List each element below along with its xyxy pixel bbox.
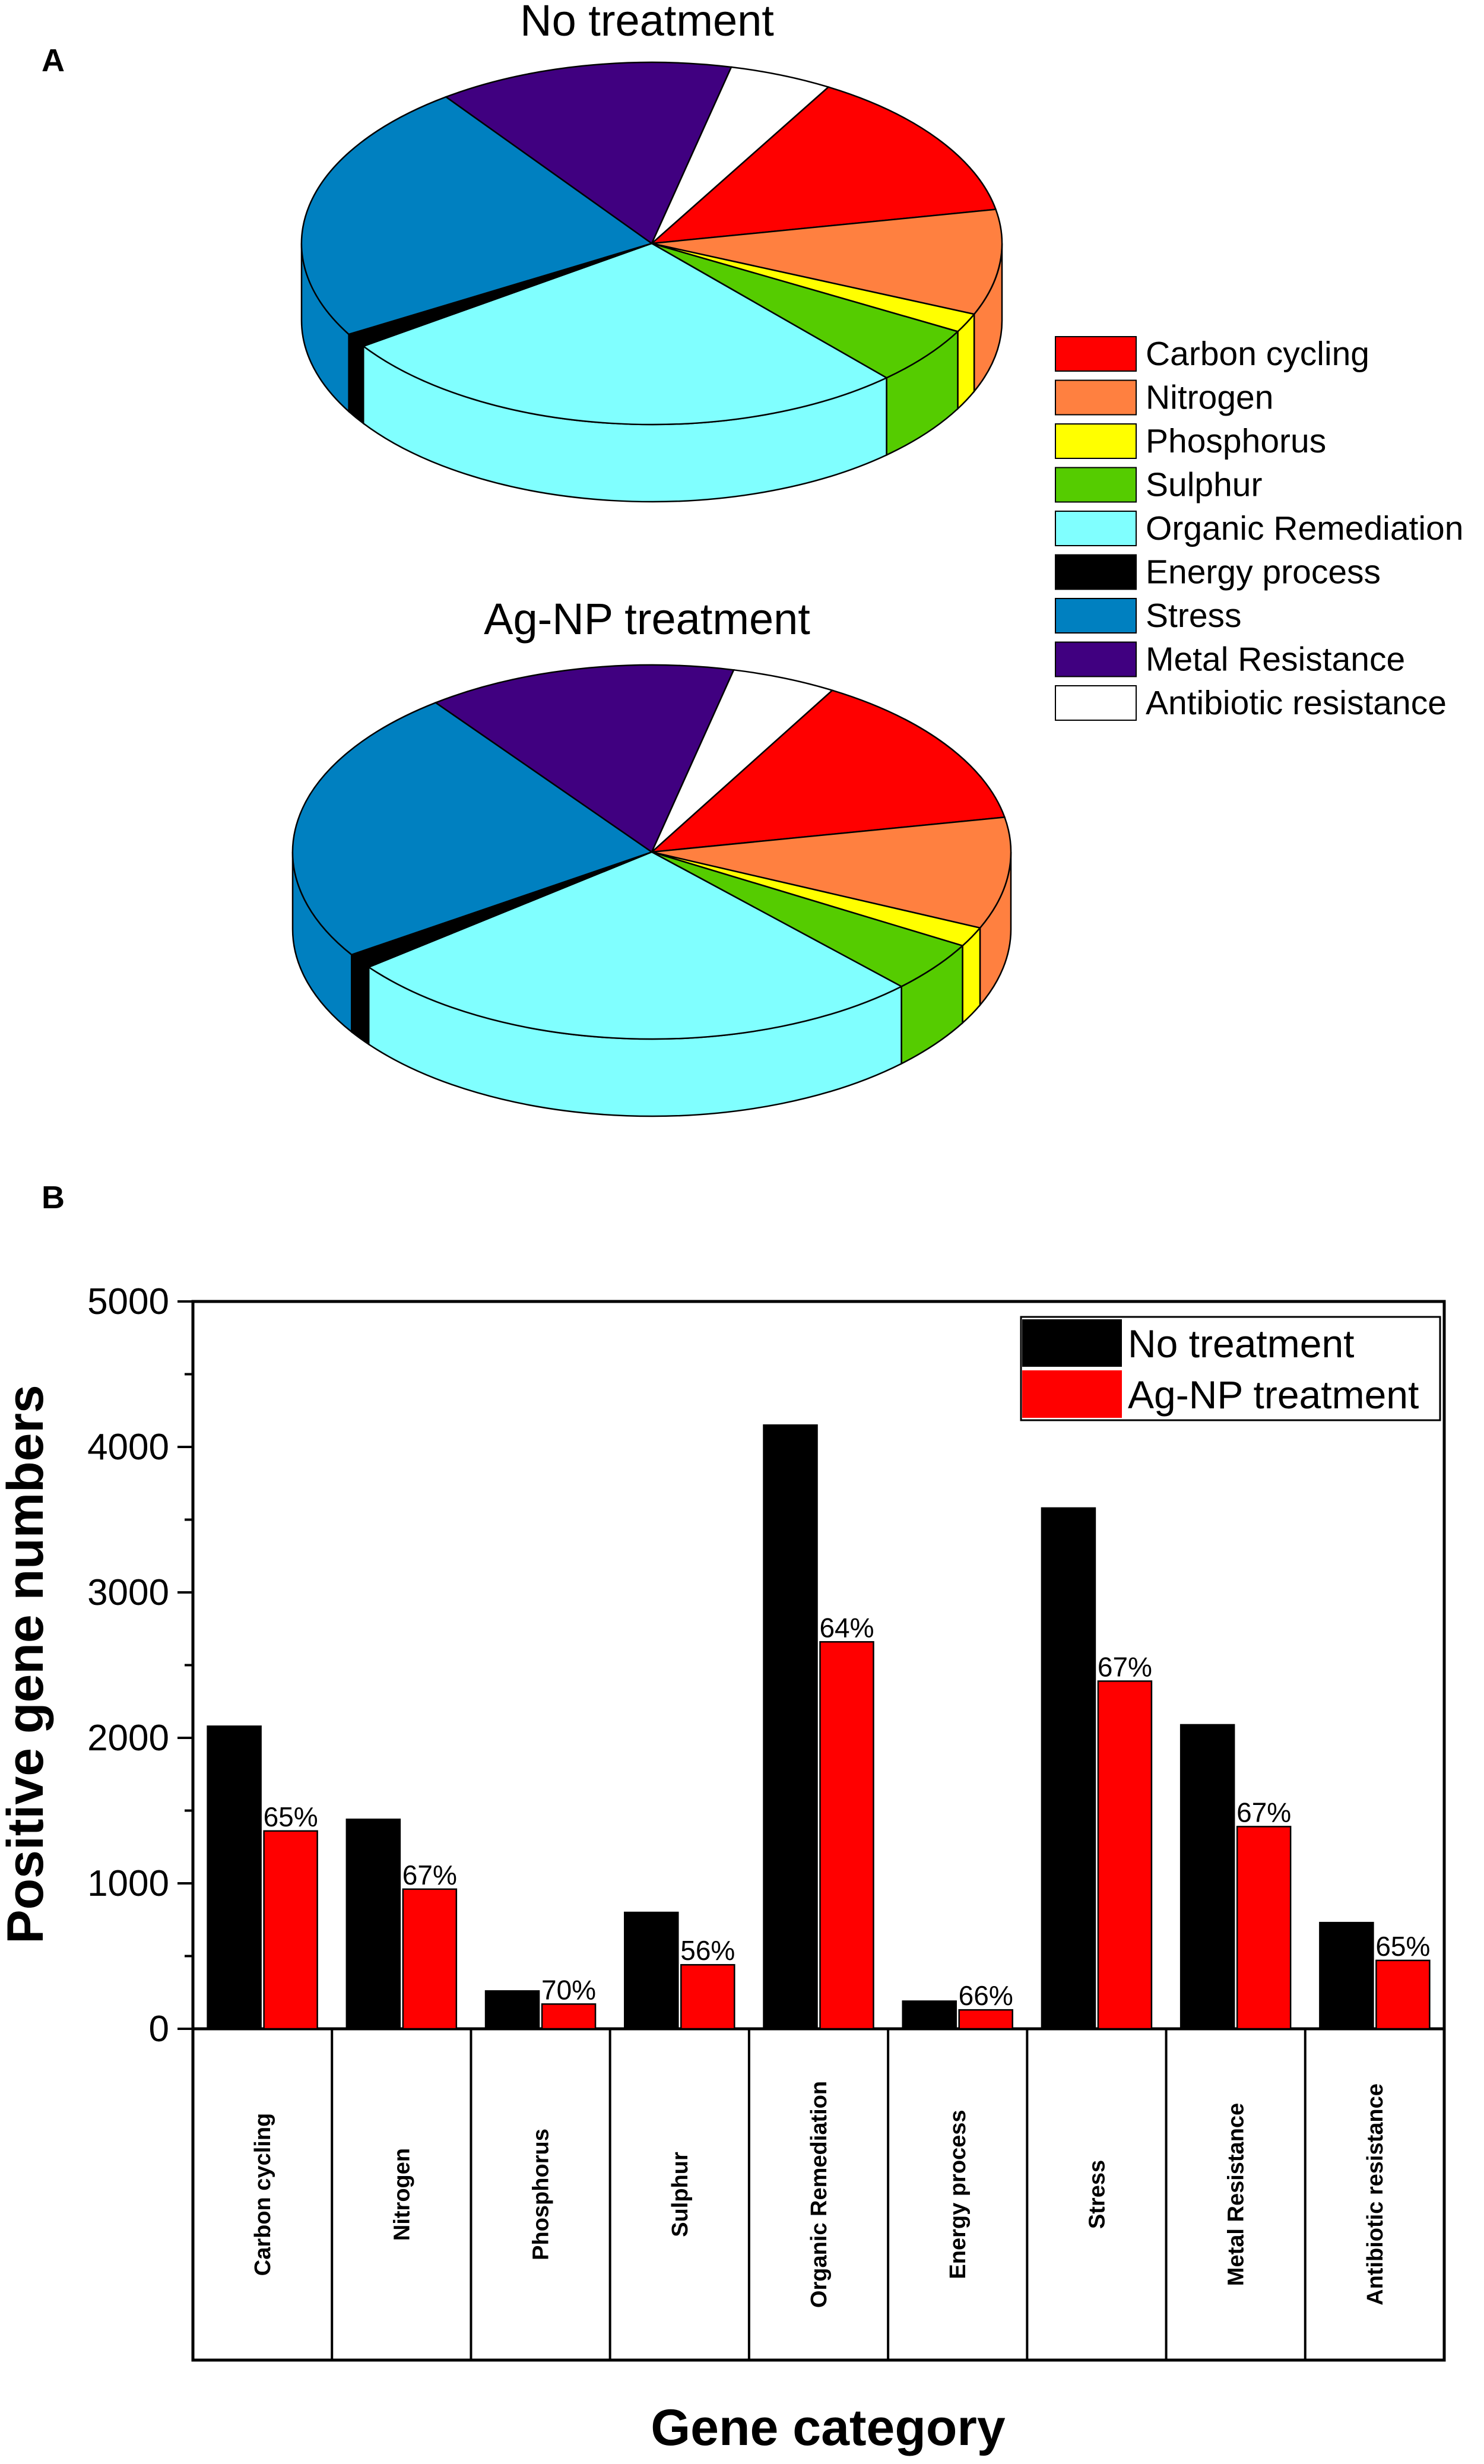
pie-legend-label-phosphorus: Phosphorus <box>1146 422 1326 460</box>
pie-slice-metal-resistance <box>444 61 733 245</box>
y-tick-label: 3000 <box>87 1572 169 1613</box>
bar-percent-label-organic-remediation: 64% <box>819 1612 874 1643</box>
pie-slice-nitrogen <box>651 816 1012 929</box>
bar-no-treatment-antibiotic-resistance <box>1319 1921 1374 2030</box>
pie-legend-label-stress: Stress <box>1146 597 1242 635</box>
panel-label-a: A <box>42 43 65 78</box>
bar-no-treatment-sulphur <box>624 1911 679 2030</box>
pie-legend-swatch-carbon-cycling <box>1055 336 1137 372</box>
category-label-energy-process: Energy process <box>946 2110 971 2279</box>
bar-percent-label-energy-process: 66% <box>959 1980 1013 2011</box>
category-label-carbon-cycling: Carbon cycling <box>250 2113 275 2276</box>
pie-slice-organic-remediation <box>367 851 903 1040</box>
bar-percent-label-phosphorus: 70% <box>541 1974 596 2005</box>
legend-swatch-ag-np-treatment <box>1022 1370 1122 1418</box>
pie-title-no-treatment: No treatment <box>520 0 774 45</box>
category-label-antibiotic-resistance: Antibiotic resistance <box>1363 2083 1388 2305</box>
pie-legend-swatch-antibiotic-resistance <box>1055 685 1137 721</box>
bar-no-treatment-stress <box>1041 1507 1096 2030</box>
pie-slice-antibiotic-resistance <box>651 66 830 244</box>
pie-slice-sulphur <box>651 242 959 379</box>
pie-slice-sulphur <box>651 851 965 987</box>
y-axis: 0 1000 2000 3000 4000 5000 <box>87 1281 193 2050</box>
panel-label-b: B <box>42 1180 65 1215</box>
bar-no-treatment-metal-resistance <box>1179 1724 1235 2030</box>
category-label-phosphorus: Phosphorus <box>529 2129 554 2260</box>
x-axis-label: Gene category <box>651 2399 1006 2456</box>
y-axis-label: Positive gene numbers <box>0 1385 54 1944</box>
bar-no-treatment-carbon-cycling <box>207 1725 262 2030</box>
pie-legend-label-antibiotic-resistance: Antibiotic resistance <box>1146 684 1447 722</box>
pie-legend-swatch-metal-resistance <box>1055 641 1137 677</box>
pie-legend-label-metal-resistance: Metal Resistance <box>1146 641 1405 679</box>
y-tick-label: 0 <box>149 2009 169 2050</box>
y-tick-label: 4000 <box>87 1427 169 1468</box>
pie-slice-nitrogen <box>651 208 1003 315</box>
bar-percent-label-sulphur: 56% <box>680 1935 735 1966</box>
bar-no-treatment-organic-remediation <box>763 1424 818 2030</box>
pie-legend-label-organic-remediation: Organic Remediation <box>1146 509 1463 547</box>
bar-no-treatment-phosphorus <box>484 1990 540 2030</box>
pie-legend-label-sulphur: Sulphur <box>1146 466 1262 504</box>
y-tick-label: 2000 <box>87 1718 169 1759</box>
legend-label-no-treatment: No treatment <box>1128 1322 1355 1366</box>
pie-slice-metal-resistance <box>434 664 735 853</box>
bar-ag-np-treatment-phosphorus <box>541 2003 597 2030</box>
pie-side-energy-process <box>351 953 370 1046</box>
bar-no-treatment-nitrogen <box>345 1818 401 2030</box>
pie-legend-label-carbon-cycling: Carbon cycling <box>1146 335 1369 373</box>
bar-ag-np-treatment-antibiotic-resistance <box>1375 1959 1431 2030</box>
category-label-nitrogen: Nitrogen <box>389 2148 414 2241</box>
bar-ag-np-treatment-metal-resistance <box>1236 1826 1292 2030</box>
pie-legend-swatch-stress <box>1055 598 1137 634</box>
pie-title-ag-np-treatment: Ag-NP treatment <box>484 594 810 644</box>
pie-legend-label-energy-process: Energy process <box>1146 553 1381 591</box>
bar-ag-np-treatment-nitrogen <box>402 1888 458 2030</box>
pie-legend-swatch-energy-process <box>1055 554 1137 590</box>
bar-ag-np-treatment-stress <box>1097 1680 1153 2030</box>
pie-chart-ag-np-treatment: Ag-NP treatment <box>291 594 1012 1117</box>
pie-legend-swatch-organic-remediation <box>1055 511 1137 546</box>
y-tick-label: 5000 <box>87 1281 169 1322</box>
category-label-stress: Stress <box>1085 2160 1109 2229</box>
pie-slice-carbon-cycling <box>649 689 1006 853</box>
pie-slice-organic-remediation <box>362 242 889 426</box>
category-label-sulphur: Sulphur <box>668 2152 693 2237</box>
pie-legend-swatch-nitrogen <box>1055 379 1137 416</box>
category-box <box>191 2027 1446 2362</box>
bar-percent-label-antibiotic-resistance: 65% <box>1375 1931 1430 1962</box>
pie-slice-carbon-cycling <box>649 86 997 245</box>
bar-ag-np-treatment-carbon-cycling <box>263 1830 318 2030</box>
pie-legend-swatch-phosphorus <box>1055 423 1137 459</box>
bars: 65% 67% 70% 56% 64% 66% 67% 67% 65% <box>207 1424 1431 2030</box>
bar-percent-label-stress: 67% <box>1098 1651 1152 1682</box>
pie-slice-antibiotic-resistance <box>651 669 834 853</box>
pie-legend: Carbon cycling Nitrogen Phosphorus Sulphur O… <box>1055 335 1463 722</box>
pie-slice-stress <box>291 702 654 956</box>
pie-slice-stress <box>300 96 654 335</box>
legend-swatch-no-treatment <box>1022 1319 1122 1367</box>
bar-ag-np-treatment-organic-remediation <box>819 1641 874 2030</box>
legend-label-ag-np-treatment: Ag-NP treatment <box>1128 1373 1419 1417</box>
category-label-metal-resistance: Metal Resistance <box>1224 2103 1249 2286</box>
pie-chart-no-treatment: No treatment <box>300 0 1003 503</box>
pie-legend-label-nitrogen: Nitrogen <box>1146 379 1273 417</box>
bar-chart: 0 1000 2000 3000 4000 5000 65% 67% 70% 56% 64% 66%… <box>0 1281 1446 2456</box>
category-label-organic-remediation: Organic Remediation <box>807 2081 832 2308</box>
pie-legend-swatch-sulphur <box>1055 467 1137 503</box>
category-labels: Carbon cycling Nitrogen Phosphorus Sulphur O… <box>250 2029 1388 2360</box>
bar-no-treatment-energy-process <box>902 2000 957 2030</box>
y-tick-label: 1000 <box>87 1863 169 1904</box>
bar-legend: No treatment Ag-NP treatment <box>1020 1316 1441 1421</box>
pie-side-energy-process <box>348 332 364 425</box>
bar-percent-label-nitrogen: 67% <box>402 1860 457 1890</box>
bar-ag-np-treatment-sulphur <box>680 1963 735 2030</box>
bar-percent-label-metal-resistance: 67% <box>1236 1797 1291 1828</box>
bar-percent-label-carbon-cycling: 65% <box>264 1801 318 1832</box>
bar-ag-np-treatment-energy-process <box>958 2009 1013 2030</box>
